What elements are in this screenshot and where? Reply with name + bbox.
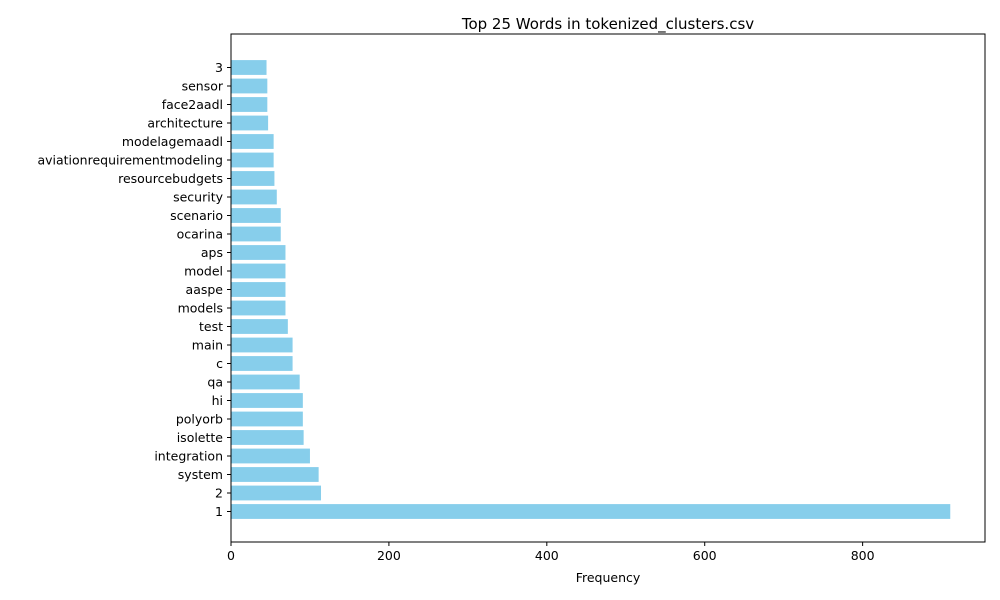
y-tick-label: integration	[154, 449, 223, 464]
bar-resourcebudgets	[231, 171, 275, 186]
y-tick-label: qa	[207, 375, 223, 390]
y-tick-label: face2aadl	[162, 97, 223, 112]
y-tick-label: modelagemaadl	[122, 134, 223, 149]
bar-model	[231, 263, 286, 279]
y-tick-label: system	[178, 467, 223, 482]
bar-architecture	[231, 115, 269, 131]
y-tick-label: scenario	[170, 208, 223, 223]
y-tick-label: aaspe	[186, 282, 224, 297]
y-tick-label: 3	[215, 60, 223, 75]
bar-aps	[231, 245, 286, 260]
y-tick-label: resourcebudgets	[118, 171, 223, 186]
y-tick-label: 2	[215, 486, 223, 501]
bar-modelagemaadl	[231, 134, 274, 149]
bar-integration	[231, 448, 310, 464]
bar-face2aadl	[231, 97, 268, 112]
x-axis-ticks: 0 200 400 600 800	[227, 542, 875, 563]
bar-1	[231, 504, 951, 519]
bar-models	[231, 300, 286, 316]
bar-hi	[231, 393, 303, 408]
y-tick-label: sensor	[182, 79, 224, 94]
bar-security	[231, 189, 277, 205]
x-axis-label: Frequency	[576, 570, 641, 585]
bar-system	[231, 467, 319, 482]
y-tick-label: aps	[201, 245, 223, 260]
x-tick-label: 400	[535, 548, 559, 563]
bar-sensor	[231, 78, 268, 94]
y-tick-label: aviationrequirementmodeling	[37, 153, 223, 168]
y-tick-label: c	[216, 356, 223, 371]
bar-c	[231, 356, 293, 371]
x-tick-label: 200	[377, 548, 401, 563]
y-axis-ticks: 12systemintegrationisolettepolyorbhiqacm…	[37, 60, 231, 519]
y-tick-label: polyorb	[176, 412, 223, 427]
bar-test	[231, 319, 288, 334]
y-tick-label: hi	[212, 393, 223, 408]
bar-ocarina	[231, 226, 281, 242]
bar-scenario	[231, 208, 281, 223]
bars-group	[231, 60, 951, 519]
bar-aviationrequirementmodeling	[231, 152, 274, 168]
x-tick-label: 0	[227, 548, 235, 563]
bar-qa	[231, 374, 300, 390]
bar-isolette	[231, 430, 304, 445]
bar-aaspe	[231, 282, 286, 297]
y-tick-label: isolette	[177, 430, 224, 445]
bar-main	[231, 337, 293, 353]
y-tick-label: test	[199, 319, 223, 334]
y-tick-label: architecture	[147, 116, 223, 131]
x-tick-label: 800	[851, 548, 875, 563]
y-tick-label: ocarina	[177, 227, 223, 242]
bar-polyorb	[231, 411, 303, 427]
chart-title: Top 25 Words in tokenized_clusters.csv	[461, 15, 754, 34]
bar-3	[231, 60, 267, 75]
y-tick-label: main	[192, 338, 223, 353]
y-tick-label: models	[178, 301, 223, 316]
x-tick-label: 600	[693, 548, 717, 563]
plot-frame	[230, 33, 986, 543]
bar-2	[231, 485, 322, 501]
y-tick-label: 1	[215, 504, 223, 519]
y-tick-label: security	[173, 190, 224, 205]
y-tick-label: model	[184, 264, 223, 279]
